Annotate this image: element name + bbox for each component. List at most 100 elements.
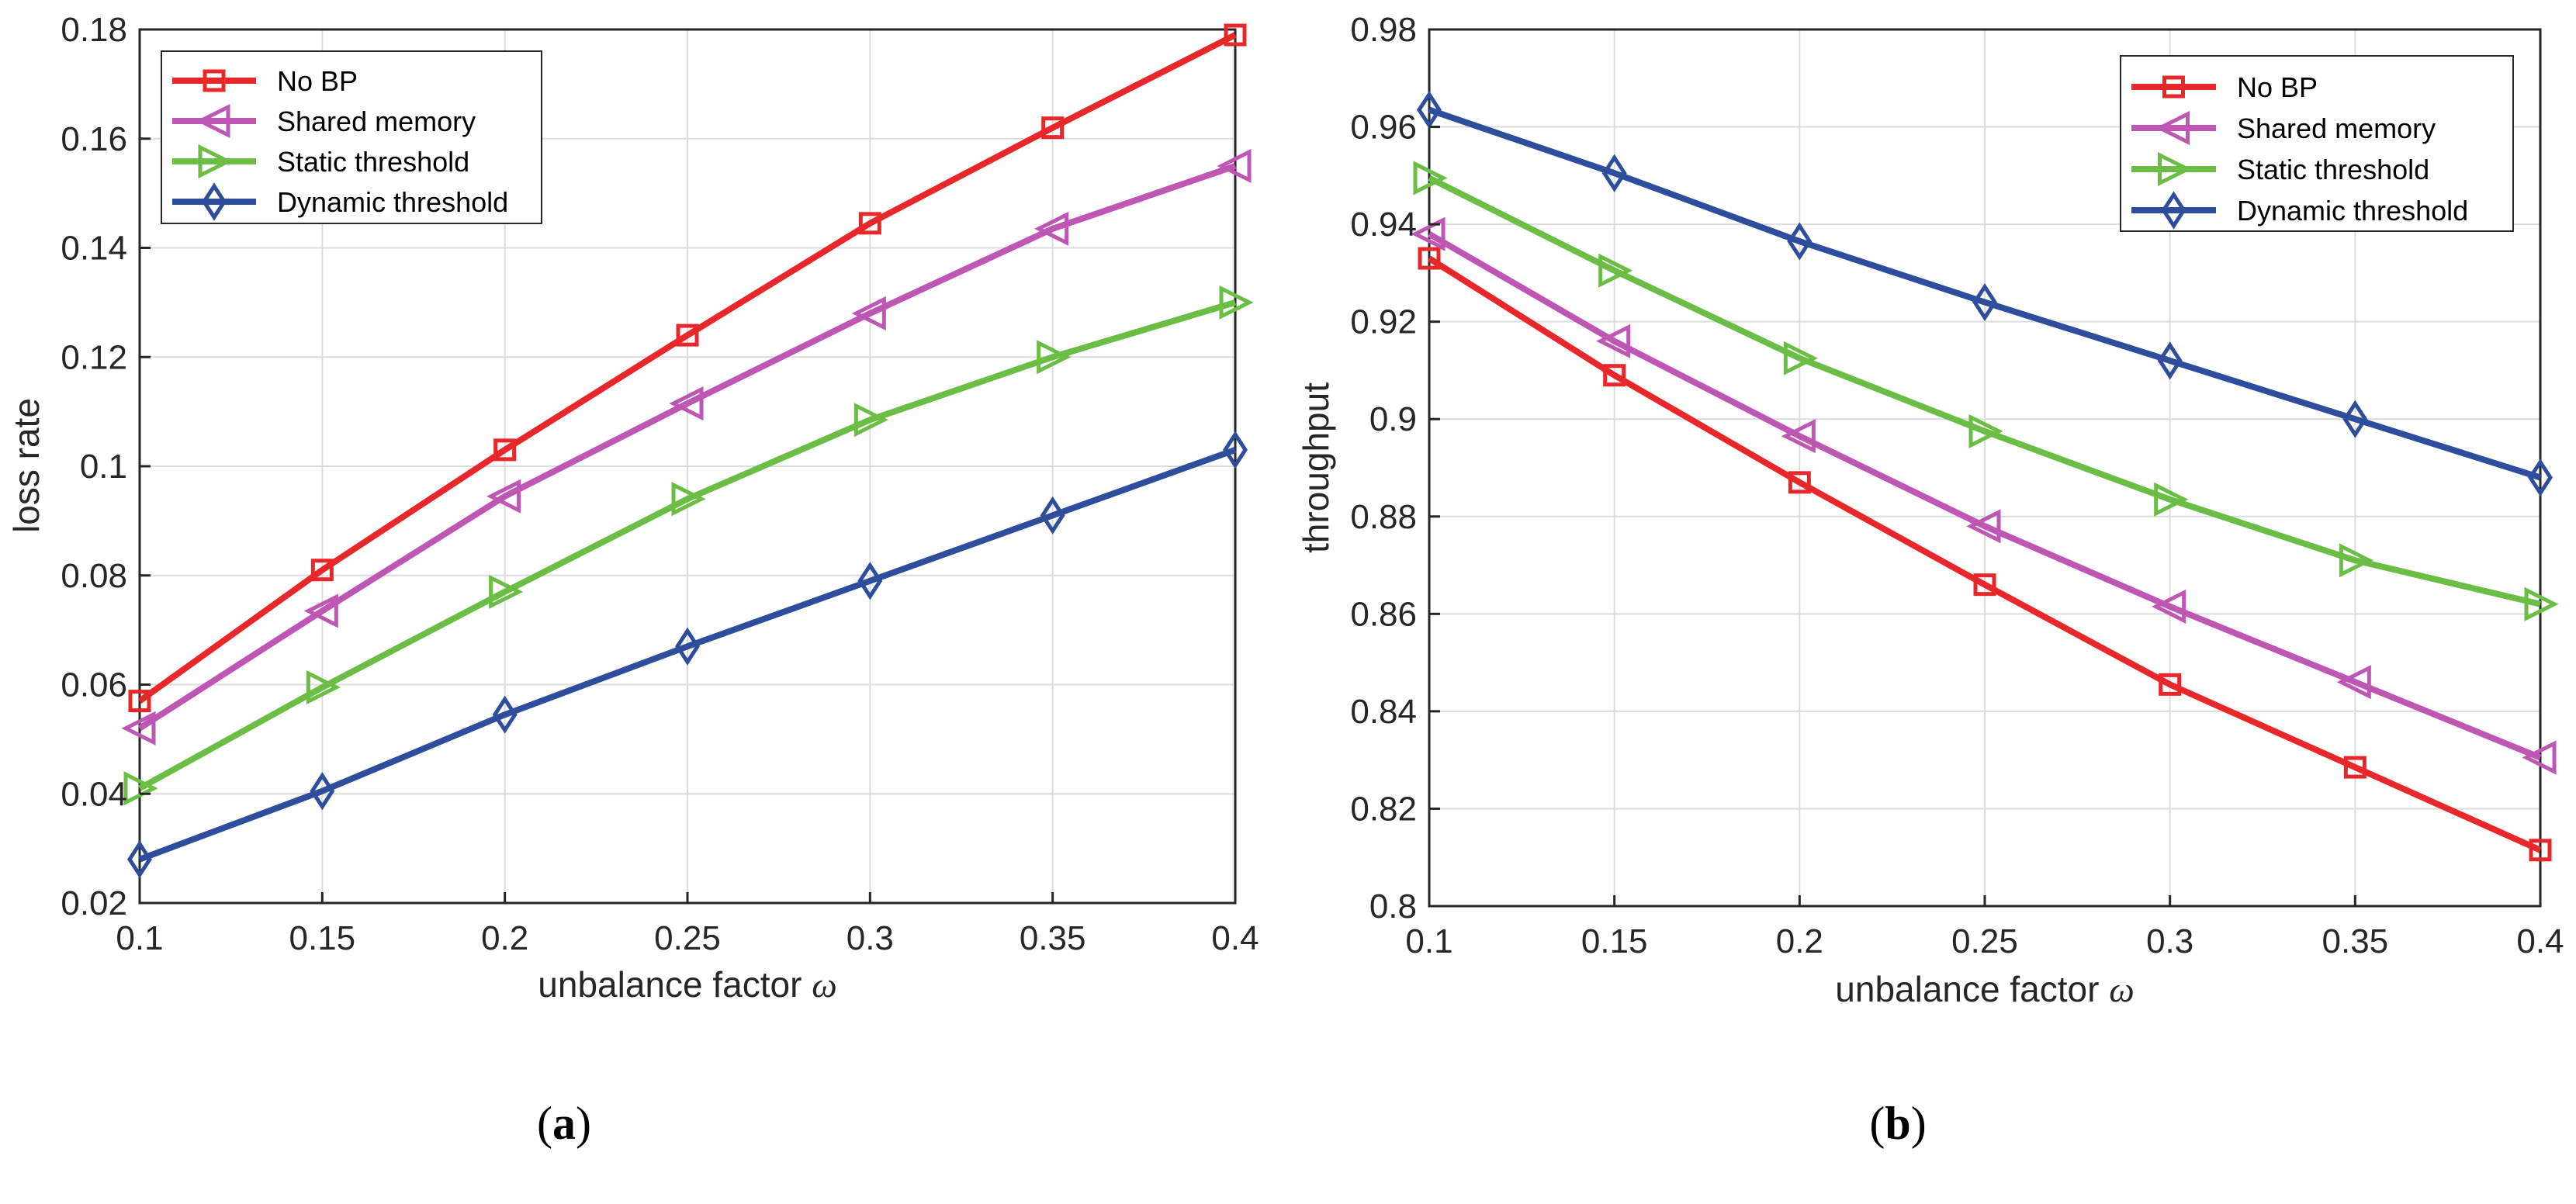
series-no-bp [1418, 247, 2552, 862]
data-point-marker [310, 772, 335, 811]
data-point-marker [1040, 496, 1065, 535]
y-tick-label: 0.08 [61, 557, 127, 595]
x-tick-label: 0.15 [1581, 922, 1648, 960]
data-point-marker [2342, 400, 2368, 438]
legend-swatch-marker [2162, 75, 2185, 99]
x-tick-label: 0.35 [2322, 922, 2389, 960]
data-point-marker [310, 559, 334, 582]
x-tick-label: 0.4 [2516, 922, 2564, 960]
data-point-marker [2343, 756, 2367, 779]
data-point-marker [492, 695, 518, 734]
y-tick-label: 0.98 [1350, 11, 1417, 49]
data-point-marker [675, 627, 700, 666]
x-tick-label: 0.35 [1020, 919, 1086, 957]
data-point-marker [1973, 573, 1996, 597]
series-line [138, 299, 1237, 791]
series-dynamic-threshold [1417, 90, 2553, 497]
data-point-marker [1223, 431, 1248, 469]
y-tick-label: 0.82 [1350, 790, 1417, 828]
legend-label: Dynamic threshold [2237, 195, 2468, 227]
caption-letter: a [552, 1098, 576, 1149]
data-point-marker [127, 840, 152, 879]
data-point-marker [858, 212, 881, 235]
legend-label: Shared memory [2237, 112, 2436, 144]
data-point-marker [1598, 253, 1633, 288]
data-point-marker [1781, 419, 1816, 454]
series-line [138, 447, 1237, 863]
data-point-marker [1037, 340, 1072, 375]
data-point-marker [2529, 839, 2552, 862]
legend: No BP Shared memory Static threshold Dynami… [2120, 55, 2514, 232]
data-point-marker [1413, 161, 1448, 195]
x-tick-labels: 0.1 0.15 0.2 0.25 0.3 0.35 0.4 [1405, 895, 2564, 960]
x-tick-labels: 0.1 0.15 0.2 0.25 0.3 0.35 0.4 [116, 892, 1259, 957]
data-point-marker [2339, 543, 2373, 578]
legend-swatch-marker [203, 69, 226, 92]
data-point-marker [1972, 282, 1997, 322]
x-tick-label: 0.25 [654, 919, 721, 957]
data-point-marker [2522, 740, 2557, 775]
x-tick-label: 0.1 [116, 919, 163, 957]
legend-swatch-marker [202, 182, 227, 221]
data-point-marker [1787, 222, 1813, 261]
legend-item: No BP [2131, 71, 2318, 103]
data-point-marker [676, 323, 699, 347]
panel-caption-b: (b) [1869, 1098, 1926, 1149]
data-point-marker [493, 438, 517, 462]
series-shared-memory [121, 148, 1252, 746]
series-dynamic-threshold [127, 431, 1248, 879]
data-point-marker [1603, 364, 1626, 387]
data-point-marker [853, 403, 888, 438]
data-point-marker [303, 593, 338, 628]
y-axis-label: throughput [1296, 382, 1336, 553]
y-tick-label: 0.1 [80, 448, 127, 486]
legend-swatch-marker [2161, 191, 2186, 230]
y-tick-label: 0.18 [61, 11, 127, 49]
data-point-marker [2528, 458, 2553, 497]
data-point-marker [121, 711, 156, 746]
y-tick-label: 0.12 [61, 338, 127, 376]
series-layer [1411, 90, 2559, 862]
data-point-marker [123, 771, 158, 806]
legend-item: Shared memory [2131, 110, 2436, 146]
data-point-marker [1783, 341, 1818, 375]
series-layer [121, 23, 1254, 879]
data-point-marker [2152, 589, 2186, 624]
x-tick-label: 0.25 [1951, 922, 2018, 960]
legend-item: Dynamic threshold [2131, 191, 2468, 230]
x-tick-label: 0.3 [2146, 922, 2193, 960]
x-tick-label: 0.15 [289, 919, 356, 957]
data-point-marker [1788, 471, 1811, 494]
series-static-threshold [1413, 161, 2559, 621]
legend-item: Dynamic threshold [172, 182, 508, 221]
y-tick-label: 0.8 [1369, 887, 1417, 925]
series-line [137, 163, 1237, 732]
data-point-marker [671, 482, 706, 517]
y-tick-label: 0.96 [1350, 109, 1417, 147]
panel-caption-a: (a) [537, 1098, 591, 1149]
series-line [1427, 231, 2542, 761]
legend-swatch-marker [196, 103, 230, 139]
legend-item: Static threshold [172, 144, 469, 179]
data-point-marker [1417, 90, 1442, 130]
y-tick-label: 0.02 [61, 884, 127, 922]
data-point-marker [1596, 323, 1631, 358]
data-point-marker [1224, 23, 1247, 47]
x-tick-label: 0.4 [1211, 919, 1259, 957]
panel-a-loss-rate-chart: 0.1 0.15 0.2 0.25 0.3 0.35 0.4 0.020.040.060.0… [6, 11, 1259, 1149]
x-axis-label: unbalance factor ω [538, 964, 836, 1005]
series-line [1427, 255, 2542, 853]
y-tick-label: 0.92 [1350, 303, 1417, 341]
y-tick-label: 0.86 [1350, 595, 1417, 633]
x-tick-label: 0.2 [1776, 922, 1823, 960]
legend-label: Static threshold [2237, 154, 2429, 185]
legend-label: Dynamic threshold [277, 186, 508, 218]
legend-swatch-marker [198, 144, 233, 179]
data-point-marker [306, 669, 341, 705]
data-point-marker [2524, 586, 2559, 621]
series-static-threshold [123, 285, 1254, 806]
data-point-marker [1219, 285, 1254, 320]
legend-label: No BP [2237, 71, 2318, 103]
y-tick-label: 0.84 [1350, 693, 1417, 731]
